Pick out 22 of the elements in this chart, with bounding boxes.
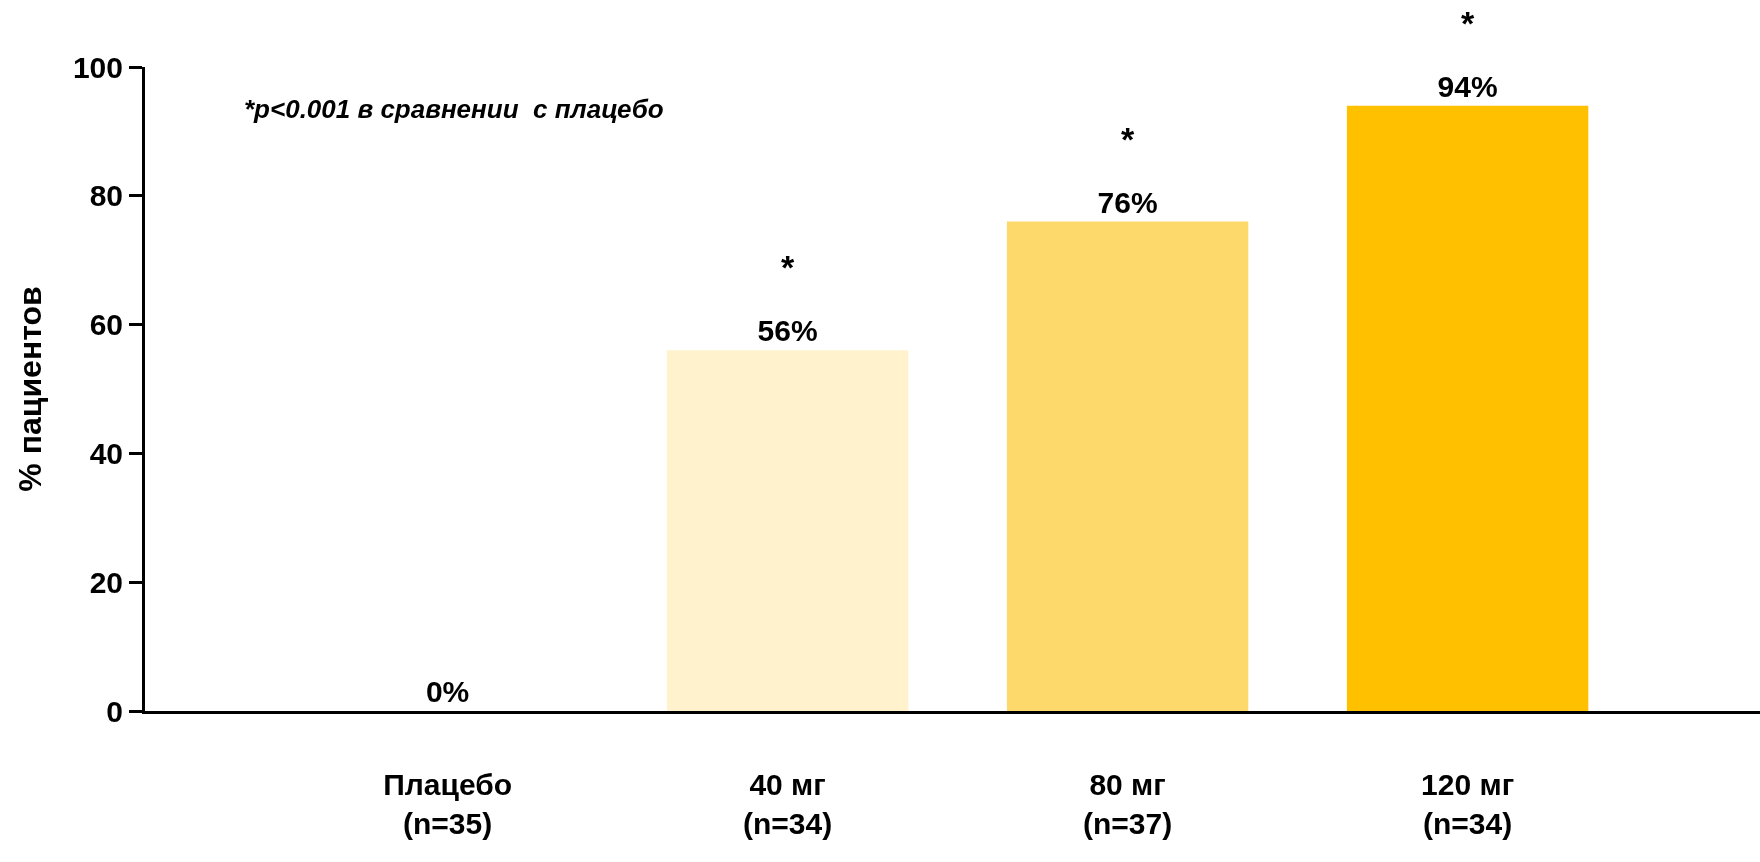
data-label: 56%	[757, 314, 818, 348]
data-label: 94%	[1437, 69, 1498, 103]
y-tick-label: 0	[106, 694, 123, 728]
annotation: *	[1121, 120, 1135, 158]
annotation: *p<0.001 в сравнении с плацебо	[244, 94, 664, 124]
y-tick-label: 60	[89, 308, 123, 342]
bar	[666, 350, 909, 711]
x-tick-label: 80 мг (n=37)	[1083, 768, 1173, 840]
bar	[1006, 221, 1249, 711]
bar	[1346, 105, 1589, 711]
y-tick-label: 40	[89, 436, 123, 470]
x-tick-label: Плацебо (n=35)	[383, 768, 513, 840]
x-tick-label: 120 мг (n=34)	[1421, 768, 1515, 840]
y-tick-label: 80	[89, 179, 123, 213]
y-tick-label: 100	[72, 50, 123, 84]
data-label: 76%	[1097, 185, 1158, 219]
annotation: *	[1461, 4, 1475, 42]
annotation: *	[781, 248, 795, 286]
x-tick-label: 40 мг (n=34)	[743, 768, 833, 840]
data-label: 0%	[425, 675, 470, 708]
y-tick-label: 20	[89, 565, 123, 599]
y-axis-title: % пациентов	[12, 286, 49, 492]
